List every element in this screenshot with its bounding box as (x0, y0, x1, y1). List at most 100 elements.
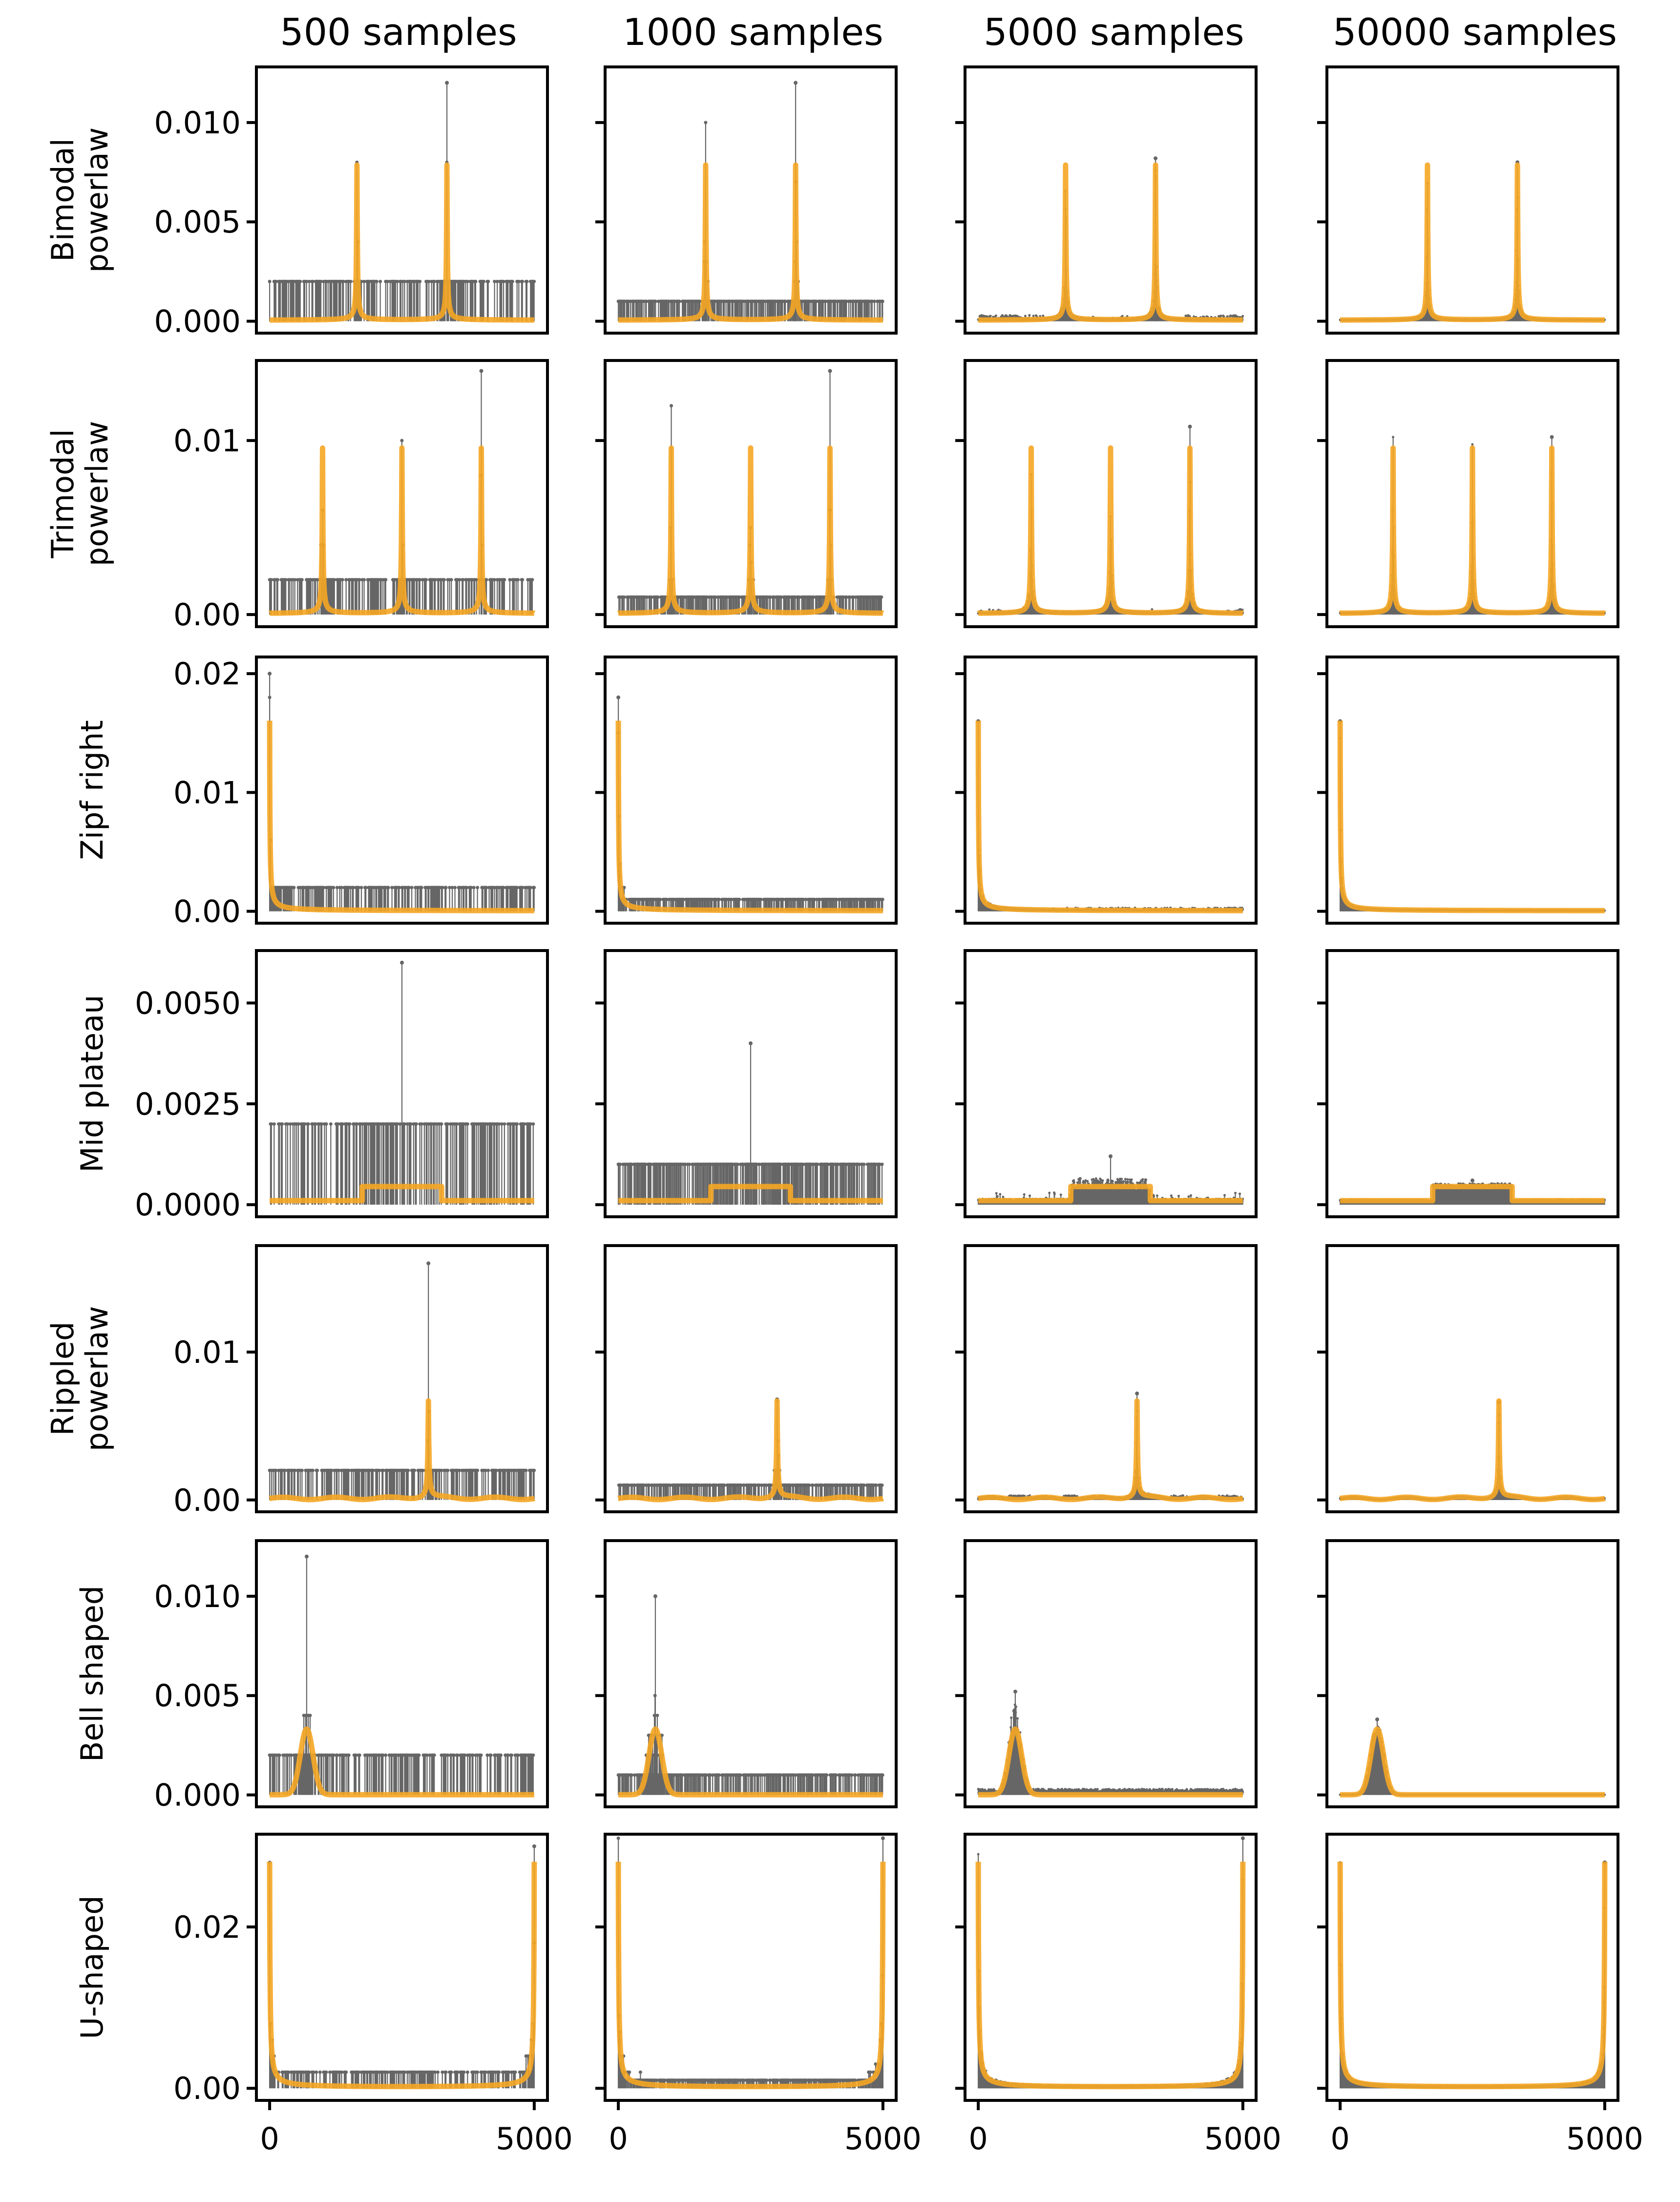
plot-area (1337, 160, 1608, 323)
stem-marker (375, 279, 378, 283)
stem-marker (357, 578, 361, 582)
subplot: 0.000 0.005 0.010 (154, 65, 549, 339)
row-label: Bimodalpowerlaw (45, 127, 115, 273)
y-tick-label: 0.00 (173, 597, 241, 633)
stem-marker (622, 595, 626, 599)
stem-marker (298, 279, 302, 283)
plot-area (615, 369, 886, 616)
stem-marker (484, 578, 488, 582)
axes-frame (1325, 65, 1619, 335)
stem-marker (510, 279, 514, 283)
stem-marker (486, 279, 490, 283)
stem-marker (530, 578, 534, 582)
axes-frame (255, 65, 549, 335)
y-tick-label: 0.010 (154, 105, 241, 141)
stem-marker (333, 578, 336, 582)
row-label-line: powerlaw (79, 127, 115, 273)
column-titles: 500 samples 1000 samples 5000 samples 50… (280, 10, 1617, 54)
stem-marker (984, 315, 987, 318)
stem-marker (656, 595, 660, 599)
stem-marker (305, 279, 309, 283)
stem-marker (670, 404, 673, 408)
subplot (1317, 65, 1619, 335)
plot-area (615, 81, 886, 323)
column-title: 1000 samples (623, 10, 883, 54)
subplot (595, 65, 898, 335)
subplot (595, 359, 898, 628)
stem-marker (502, 279, 505, 283)
stem-series (977, 156, 1244, 321)
stem-marker (465, 279, 469, 283)
stem-marker (433, 578, 437, 582)
true-distribution-line (267, 445, 537, 616)
stem-marker (340, 578, 344, 582)
stem-series (268, 81, 536, 321)
stem-series (1339, 160, 1606, 322)
stem-marker (402, 279, 406, 283)
subplot (955, 65, 1258, 335)
subplot (955, 359, 1258, 628)
stem-marker (873, 299, 877, 303)
axes-frame (964, 65, 1258, 335)
row-label-line: powerlaw (79, 421, 115, 567)
stem-marker (270, 578, 273, 582)
y-tick-label: 0.000 (154, 304, 241, 339)
stem-marker (532, 279, 536, 283)
stem-marker (521, 578, 525, 582)
stem-marker (1028, 314, 1031, 317)
axes-frame (604, 65, 898, 335)
subplot: 0.00 0.01 (173, 359, 549, 633)
stem-marker (1226, 315, 1229, 318)
stem-marker (677, 299, 681, 303)
stem-marker (517, 279, 521, 283)
stem-marker (311, 279, 315, 283)
stem-marker (442, 578, 446, 582)
plot-area (975, 156, 1246, 323)
stem-marker (400, 439, 404, 443)
stem-marker (284, 578, 288, 582)
stem-marker (493, 578, 497, 582)
stem-marker (995, 314, 998, 317)
stem-marker (794, 81, 798, 85)
y-tick-label: 0.01 (173, 423, 241, 459)
column-title: 5000 samples (984, 10, 1244, 54)
stem-marker (1042, 315, 1045, 318)
stem-marker (482, 279, 486, 283)
stem-marker (479, 369, 483, 373)
stem-marker (293, 578, 297, 582)
stem-marker (828, 369, 832, 373)
y-tick-label: 0.005 (154, 204, 241, 240)
stem-series (616, 81, 884, 321)
column-title: 500 samples (280, 10, 517, 54)
stem-marker (362, 279, 366, 283)
stem-marker (880, 595, 883, 599)
stem-marker (307, 279, 311, 283)
stem-marker (1032, 315, 1035, 318)
stem-marker (704, 121, 708, 125)
stem-marker (1154, 156, 1158, 161)
stem-marker (449, 578, 453, 582)
subplot-panels: Bimodalpowerlaw0.0000.0050.010Trimodalpo… (45, 65, 1643, 2157)
stem-marker (344, 578, 348, 582)
stem-marker (1229, 314, 1232, 317)
stem-marker (516, 578, 520, 582)
stem-marker (378, 279, 382, 283)
stem-marker (461, 578, 465, 582)
stem-marker (1222, 315, 1225, 318)
stem-marker (274, 279, 278, 283)
stem-marker (495, 279, 499, 283)
stem-marker (362, 578, 366, 582)
axes-frame (255, 359, 549, 628)
stem-marker (1024, 315, 1027, 318)
stem-marker (881, 299, 884, 303)
true-distribution-line (615, 162, 886, 323)
plot-area (267, 81, 537, 323)
stem-marker (458, 578, 462, 582)
stem-marker (508, 578, 512, 582)
stem-marker (427, 279, 431, 283)
stem-marker (276, 578, 280, 582)
stem-marker (396, 279, 399, 283)
true-distribution-line (267, 162, 537, 323)
stem-marker (384, 578, 388, 582)
